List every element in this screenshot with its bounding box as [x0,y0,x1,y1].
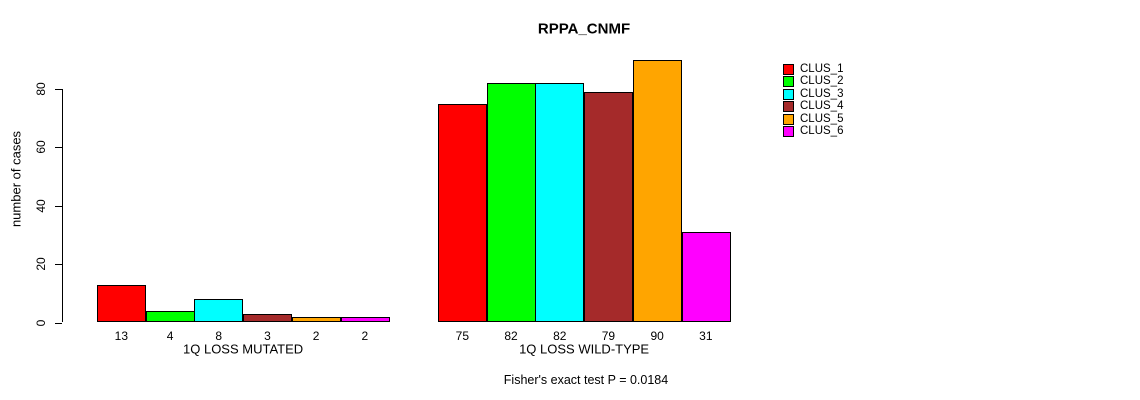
annotation-text: Fisher's exact test P = 0.0184 [503,373,669,387]
bar-clus_3-mutated [194,299,243,323]
legend-item-clus_6: CLUS_6 [783,124,844,137]
bar-value-label: 4 [166,329,174,343]
bar-value-label: 2 [361,329,369,343]
legend-label: CLUS_4 [800,100,844,113]
legend-label: CLUS_6 [800,124,844,137]
legend-item-clus_1: CLUS_1 [783,63,844,75]
bar-value-label: 79 [601,329,616,343]
legend-label: CLUS_5 [800,112,844,125]
y-tick-label: 20 [34,257,48,271]
bar-clus_2-mutated [146,310,195,323]
y-axis-tick [55,147,62,149]
bar-value-label: 8 [215,329,223,343]
x-group-label: 1Q LOSS MUTATED [183,341,304,357]
legend-item-clus_2: CLUS_2 [783,75,844,88]
bar-clus_1-wildtype [438,103,487,323]
y-axis-line [62,89,63,323]
legend-item-clus_4: CLUS_4 [783,100,844,113]
legend-label: CLUS_3 [800,87,844,100]
legend-swatch-icon [783,113,794,125]
bar-clus_6-mutated [341,316,390,323]
y-tick-label: 0 [34,319,48,326]
legend-swatch-icon [783,88,794,100]
bar-clus_6-wildtype [682,232,731,323]
legend-swatch-icon [783,64,794,75]
y-tick-label: 60 [34,140,48,155]
legend-item-clus_5: CLUS_5 [783,112,844,125]
bar-value-label: 90 [650,329,664,343]
bar-clus_5-mutated [292,316,341,323]
legend-swatch-icon [783,125,794,137]
legend-item-clus_3: CLUS_3 [783,87,844,100]
y-axis-tick [55,264,62,266]
chart-title: RPPA_CNMF [537,20,631,38]
bar-clus_5-wildtype [633,59,682,323]
bar-clus_4-wildtype [584,92,633,323]
y-tick-label: 80 [34,82,48,96]
legend-swatch-icon [783,76,794,88]
bar-value-label: 3 [264,329,271,343]
bar-clus_2-wildtype [487,83,536,323]
legend-swatch-icon [783,101,794,113]
bar-value-label: 13 [114,329,129,343]
bar-value-label: 82 [553,329,567,343]
x-group-label: 1Q LOSS WILD-TYPE [519,341,650,357]
y-tick-label: 40 [34,199,48,213]
y-axis-tick [55,205,62,207]
y-axis-tick [55,322,62,324]
bar-value-label: 75 [455,329,470,343]
bar-clus_4-mutated [243,313,292,323]
legend: CLUS_1 CLUS_2 CLUS_3 CLUS_4 CLUS_5 CLUS_6 [783,63,844,137]
y-axis-tick [55,89,62,91]
bar-clus_3-wildtype [535,83,584,323]
bar-value-label: 82 [504,329,518,343]
bar-value-label: 31 [699,329,713,343]
legend-label: CLUS_2 [800,75,844,88]
y-axis-label: number of cases [8,130,24,228]
bar-value-label: 2 [312,329,320,343]
legend-label: CLUS_1 [800,63,844,75]
bar-clus_1-mutated [97,284,146,323]
